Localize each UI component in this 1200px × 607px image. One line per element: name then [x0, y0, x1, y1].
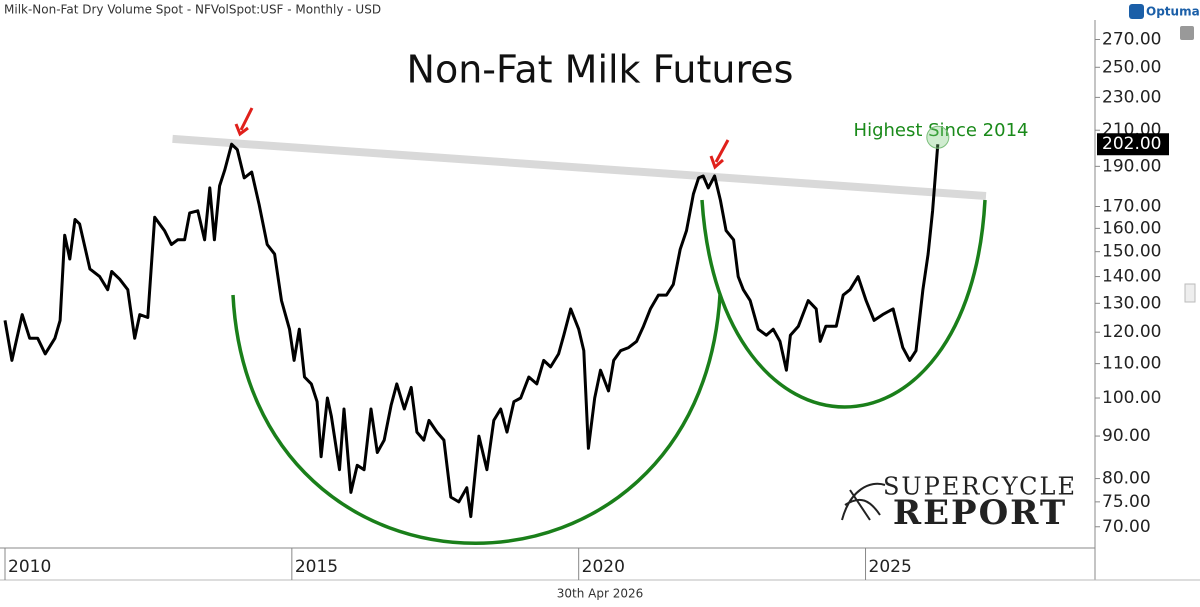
y-tick-label: 70.00	[1102, 517, 1151, 537]
arrow	[234, 107, 254, 137]
y-tick-label: 250.00	[1102, 57, 1161, 77]
y-tick-label: 80.00	[1102, 469, 1151, 489]
y-tick-label: 140.00	[1102, 267, 1161, 287]
header: Milk-Non-Fat Dry Volume Spot - NFVolSpot…	[4, 3, 381, 17]
y-tick-label: 270.00	[1102, 30, 1161, 50]
y-tick-label: 160.00	[1102, 218, 1161, 238]
highlight-circle	[926, 125, 950, 149]
logo: Optuma	[1146, 5, 1200, 19]
y-tick-label: 110.00	[1102, 354, 1161, 374]
last-value-label: 202.00	[1102, 134, 1161, 154]
y-tick-label: 75.00	[1102, 492, 1151, 512]
watermark-line1: SUPERCYCLE	[883, 473, 1077, 501]
cup-arc	[231, 294, 722, 545]
y-tick-label: 120.00	[1102, 322, 1161, 342]
lock-icon[interactable]	[1180, 26, 1194, 40]
annotation: Highest Since 2014	[854, 120, 1029, 141]
trendline	[172, 134, 987, 201]
chart-title: Non-Fat Milk Futures	[407, 48, 794, 92]
logo-icon	[1129, 4, 1144, 19]
y-tick-label: 230.00	[1102, 87, 1161, 107]
y-tick-label: 190.00	[1102, 156, 1161, 176]
x-tick-label: 2010	[8, 557, 51, 577]
y-tick-label: 130.00	[1102, 293, 1161, 313]
x-tick-label: 2020	[582, 557, 625, 577]
watermark-line2: REPORT	[893, 493, 1067, 533]
y-tick-label: 150.00	[1102, 242, 1161, 262]
arrow	[709, 139, 730, 170]
price-line	[3, 142, 940, 519]
y-tick-label: 90.00	[1102, 426, 1151, 446]
y-tick-label: 100.00	[1102, 388, 1161, 408]
watermark-icon	[841, 482, 886, 521]
x-tick-label: 2015	[295, 557, 338, 577]
x-tick-label: 2025	[869, 557, 912, 577]
scroll-handle[interactable]	[1184, 283, 1196, 303]
y-tick-label: 170.00	[1102, 196, 1161, 216]
date-label: 30th Apr 2026	[557, 587, 644, 601]
last-value-box	[1097, 133, 1169, 156]
handle-arc	[700, 199, 987, 409]
